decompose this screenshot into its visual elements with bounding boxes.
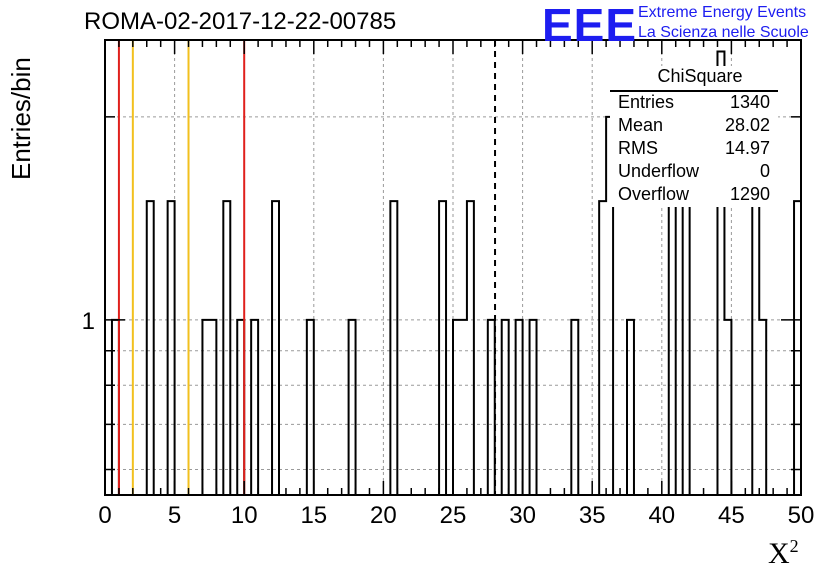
x-axis-label-base: X bbox=[768, 537, 790, 570]
eee-logo: EEE bbox=[542, 0, 638, 51]
stat-value: 14.97 bbox=[724, 138, 770, 158]
x-tick-label: 40 bbox=[648, 502, 675, 529]
stat-value: 28.02 bbox=[724, 115, 770, 135]
x-tick-label: 30 bbox=[509, 502, 536, 529]
x-tick-label: 35 bbox=[579, 502, 606, 529]
x-tick-label: 50 bbox=[788, 502, 815, 529]
stat-value: 0 bbox=[759, 161, 770, 181]
stat-row-entries: Entries 1340 bbox=[610, 92, 778, 115]
stat-row-underflow: Underflow 0 bbox=[610, 161, 778, 184]
stat-row-mean: Mean 28.02 bbox=[610, 115, 778, 138]
stats-title: ChiSquare bbox=[610, 66, 778, 92]
x-axis-label: X2 bbox=[768, 536, 799, 571]
stat-value: 1340 bbox=[729, 92, 770, 112]
logo-line-2: La Scienza nelle Scuole bbox=[638, 24, 809, 41]
stat-label: Overflow bbox=[618, 184, 690, 204]
stat-value: 1290 bbox=[729, 184, 770, 204]
x-tick-label: 0 bbox=[98, 502, 111, 529]
x-tick-label: 45 bbox=[718, 502, 745, 529]
y-tick-label: 1 bbox=[82, 308, 95, 335]
x-tick-label: 20 bbox=[370, 502, 397, 529]
stat-label: RMS bbox=[618, 138, 658, 158]
histogram-outline bbox=[105, 50, 801, 496]
chart-title: ROMA-02-2017-12-22-00785 bbox=[84, 8, 397, 35]
y-axis-label: Entries/bin bbox=[6, 57, 36, 180]
stats-box: ChiSquare Entries 1340 Mean 28.02 RMS 14.97… bbox=[610, 66, 778, 207]
stat-label: Underflow bbox=[618, 161, 700, 181]
stat-row-rms: RMS 14.97 bbox=[610, 138, 778, 161]
x-tick-label: 25 bbox=[440, 502, 467, 529]
stat-label: Entries bbox=[618, 92, 675, 112]
stat-label: Mean bbox=[618, 115, 664, 135]
stat-row-overflow: Overflow 1290 bbox=[610, 184, 778, 207]
x-axis-label-exponent: 2 bbox=[789, 536, 799, 556]
x-tick-label: 10 bbox=[231, 502, 258, 529]
x-tick-label: 15 bbox=[300, 502, 327, 529]
logo-line-1: Extreme Energy Events bbox=[638, 4, 807, 21]
x-tick-label: 5 bbox=[168, 502, 181, 529]
